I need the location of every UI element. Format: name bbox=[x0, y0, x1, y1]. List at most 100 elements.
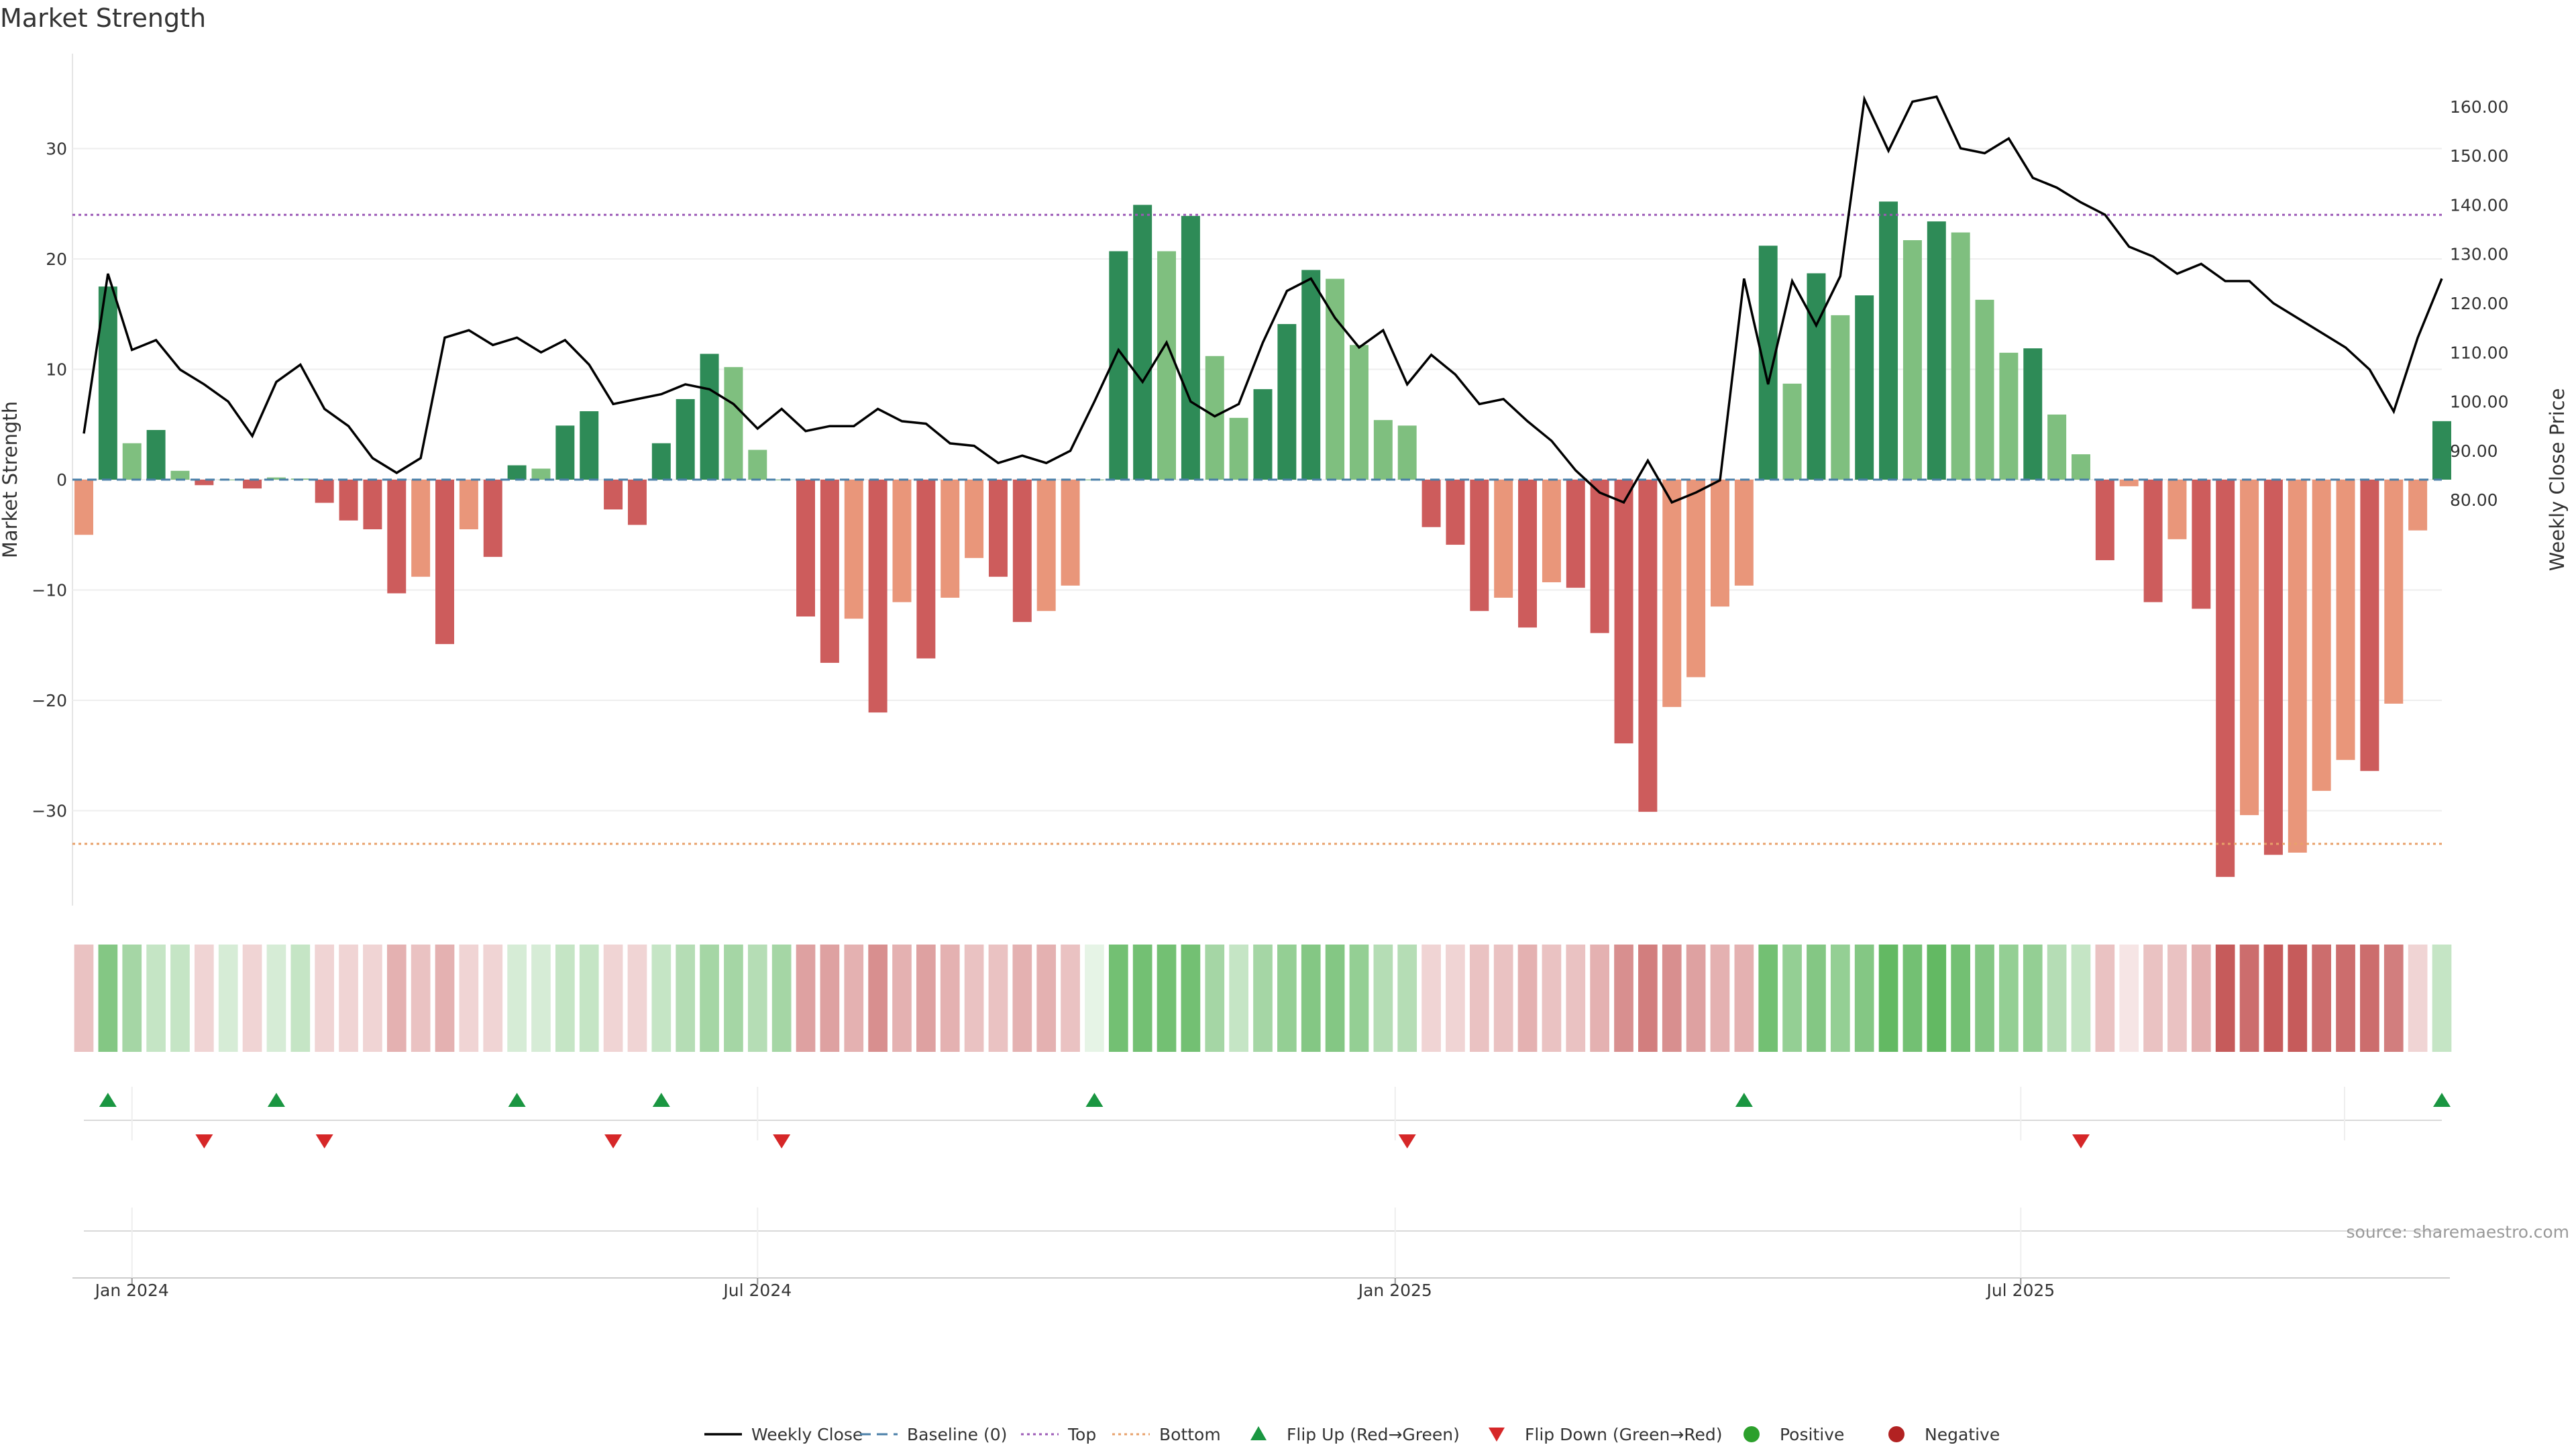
heat-cell bbox=[1830, 945, 1850, 1052]
heat-cell bbox=[747, 945, 767, 1052]
flip-up-marker bbox=[652, 1093, 670, 1107]
heat-cell bbox=[1421, 945, 1441, 1052]
heat-cell bbox=[892, 945, 912, 1052]
y-tick-label: 0 bbox=[56, 470, 67, 490]
strength-bar bbox=[1229, 417, 1248, 480]
strength-bar bbox=[1373, 420, 1393, 480]
strength-bar bbox=[676, 398, 695, 480]
heat-cell bbox=[242, 945, 262, 1052]
legend-label: Positive bbox=[1780, 1425, 1844, 1444]
heat-cell bbox=[1927, 945, 1947, 1052]
strength-bar bbox=[1758, 246, 1778, 480]
strength-bar bbox=[844, 480, 863, 619]
strength-bar bbox=[195, 480, 214, 486]
strength-bar bbox=[1157, 251, 1177, 480]
strength-bar bbox=[1614, 480, 1633, 744]
strength-bar bbox=[2167, 480, 2187, 539]
heat-cell bbox=[1205, 945, 1225, 1052]
heat-cell bbox=[2191, 945, 2211, 1052]
flip-down-marker bbox=[2072, 1134, 2090, 1148]
heat-cell bbox=[2336, 945, 2355, 1052]
strength-bar bbox=[1253, 389, 1273, 480]
strength-bar bbox=[1902, 240, 1922, 480]
strength-bar bbox=[1061, 480, 1080, 586]
flip-down-marker bbox=[315, 1134, 333, 1148]
strength-bar bbox=[748, 449, 767, 480]
strength-bar bbox=[1951, 232, 1970, 480]
heat-cell bbox=[483, 945, 503, 1052]
heat-cell bbox=[2408, 945, 2428, 1052]
heat-cell bbox=[290, 945, 311, 1052]
heat-cell bbox=[771, 945, 792, 1052]
heat-cell bbox=[2239, 945, 2259, 1052]
strength-bar bbox=[531, 468, 551, 480]
flip-down-marker bbox=[195, 1134, 213, 1148]
heat-cell bbox=[1181, 945, 1201, 1052]
heat-cell bbox=[1542, 945, 1562, 1052]
legend-label: Negative bbox=[1925, 1425, 2000, 1444]
heat-cell bbox=[1854, 945, 1874, 1052]
y2-tick-label: 160.00 bbox=[2450, 97, 2508, 117]
strength-bar bbox=[2336, 480, 2355, 760]
heat-cell bbox=[1590, 945, 1609, 1052]
heat-cell bbox=[1614, 945, 1633, 1052]
heat-cell bbox=[170, 945, 190, 1052]
strength-bar bbox=[74, 480, 93, 535]
heat-cell bbox=[1301, 945, 1321, 1052]
strength-bar bbox=[2192, 480, 2211, 609]
heat-cell bbox=[796, 945, 816, 1052]
heat-cell bbox=[916, 945, 936, 1052]
y-tick-label: −30 bbox=[32, 802, 67, 821]
heat-cell bbox=[2215, 945, 2235, 1052]
heat-cell bbox=[74, 945, 94, 1052]
strength-bar bbox=[1277, 324, 1297, 480]
heat-cell bbox=[1758, 945, 1778, 1052]
strength-bar bbox=[892, 480, 912, 602]
heat-cell bbox=[1999, 945, 2019, 1052]
strength-bar bbox=[339, 480, 358, 521]
strength-bar bbox=[1686, 480, 1706, 678]
heat-cell bbox=[2263, 945, 2284, 1052]
strength-bar bbox=[2119, 480, 2139, 486]
heat-cell bbox=[1061, 945, 1080, 1052]
strength-bar bbox=[1542, 480, 1561, 582]
legend-item: Flip Down (Green→Red) bbox=[1489, 1425, 1723, 1444]
heat-cell bbox=[627, 945, 647, 1052]
strength-bar bbox=[2095, 480, 2114, 561]
strength-bar bbox=[965, 480, 984, 558]
heat-cell bbox=[940, 945, 960, 1052]
strength-bar bbox=[1470, 480, 1489, 611]
heat-cell bbox=[411, 945, 431, 1052]
strength-bar bbox=[1662, 480, 1682, 707]
y2-tick-label: 150.00 bbox=[2450, 146, 2508, 166]
heat-cell bbox=[339, 945, 358, 1052]
strength-bar bbox=[2432, 421, 2451, 480]
legend-label: Flip Down (Green→Red) bbox=[1525, 1425, 1723, 1444]
heat-cell bbox=[2071, 945, 2091, 1052]
heat-cell bbox=[651, 945, 672, 1052]
strength-bar bbox=[1999, 352, 2019, 480]
strength-bars bbox=[74, 201, 2451, 877]
strength-bar bbox=[988, 480, 1008, 577]
chart-title: Market Strength bbox=[0, 3, 206, 33]
y2-axis-label: Weekly Close Price bbox=[2546, 388, 2569, 572]
strength-bar bbox=[724, 367, 743, 480]
heat-cell bbox=[1157, 945, 1177, 1052]
heat-cell bbox=[1253, 945, 1273, 1052]
strength-bar bbox=[796, 480, 816, 616]
strength-bar bbox=[266, 477, 286, 480]
strength-bar bbox=[1734, 480, 1754, 586]
y-tick-label: −10 bbox=[32, 581, 67, 600]
heat-cell bbox=[1132, 945, 1152, 1052]
heat-cell bbox=[266, 945, 286, 1052]
strength-bar bbox=[2023, 348, 2043, 480]
legend-label: Flip Up (Red→Green) bbox=[1287, 1425, 1460, 1444]
heat-cell bbox=[146, 945, 166, 1052]
heat-cell bbox=[218, 945, 238, 1052]
strength-bar bbox=[1421, 480, 1441, 527]
heat-cell bbox=[194, 945, 214, 1052]
strength-bar bbox=[1494, 480, 1513, 598]
main-panel: 30 20 10 0 −10 −20 −30 160.00 150.00 140.00 130.0… bbox=[0, 54, 2569, 906]
strength-bar bbox=[1855, 295, 1874, 480]
